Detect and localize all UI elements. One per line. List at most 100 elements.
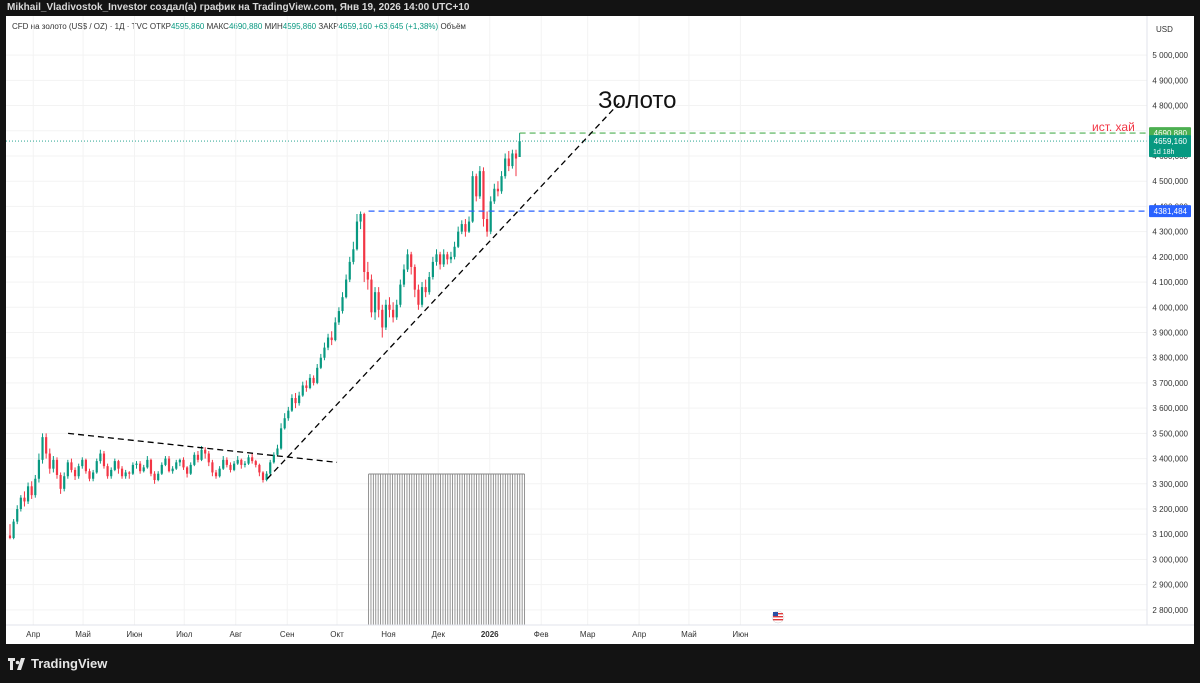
price-tick-label: 3 800,000 — [1152, 354, 1188, 363]
candle-body — [157, 473, 160, 481]
candle-body — [160, 464, 163, 474]
chart-area[interactable] — [6, 16, 1194, 644]
time-tick-label: Дек — [432, 630, 446, 639]
tradingview-logo[interactable]: TradingView — [8, 656, 107, 671]
time-tick-label: Ноя — [381, 630, 396, 639]
candle-body — [453, 246, 456, 257]
time-tick-label: Май — [75, 630, 91, 639]
candle-body — [500, 176, 503, 192]
candle-body — [102, 453, 106, 467]
close-label: ЗАКР — [318, 22, 339, 31]
candle-body — [70, 462, 73, 470]
candle-body — [131, 464, 134, 474]
candle-body — [34, 478, 37, 496]
candle-body — [330, 337, 333, 341]
candle-body — [48, 453, 51, 469]
candle-body — [392, 309, 395, 318]
price-badge-label: 4659,160 — [1154, 137, 1188, 146]
candle-body — [99, 453, 102, 462]
candle-body — [182, 459, 185, 468]
candle-body — [489, 201, 492, 232]
volume-pattern — [368, 473, 526, 625]
symbol-name[interactable]: CFD на золото (US$ / OZ) · 1Д · TVC — [12, 22, 148, 31]
price-badge-support — [1149, 205, 1191, 218]
time-tick-label: Апр — [632, 630, 647, 639]
candle-body — [66, 462, 69, 477]
close-value: 4659,160 — [338, 22, 372, 31]
candle-body — [16, 509, 19, 522]
candle-body — [316, 367, 319, 383]
candle-body — [345, 279, 348, 298]
time-tick-label: Авг — [230, 630, 243, 639]
candle-body — [493, 188, 496, 202]
candle-body — [258, 464, 261, 473]
time-tick-label: Сен — [280, 630, 295, 639]
time-tick-label: Мар — [580, 630, 596, 639]
candle-body — [153, 473, 156, 481]
price-tick-label: 3 100,000 — [1152, 530, 1188, 539]
candle-body — [186, 467, 189, 474]
candle-body — [251, 457, 254, 462]
candle-body — [507, 158, 510, 167]
candle-body — [298, 395, 301, 404]
attribution-bar: Mikhail_Vladivostok_Investor создал(а) г… — [0, 0, 1200, 16]
currency-label: USD — [1156, 25, 1173, 34]
volume-label[interactable]: Объём — [440, 22, 466, 31]
candle-body — [19, 497, 22, 510]
candle-body — [218, 468, 221, 477]
price-badge-label: 4381,484 — [1154, 207, 1188, 216]
candle-body — [240, 459, 243, 465]
time-tick-label: Июн — [126, 630, 142, 639]
candle-body — [45, 437, 48, 454]
candle-body — [164, 458, 167, 465]
candle-body — [471, 176, 474, 222]
candle-body — [200, 449, 203, 460]
candle-body — [464, 224, 467, 232]
candle-body — [73, 469, 77, 477]
attribution-text: Mikhail_Vladivostok_Investor создал(а) г… — [7, 2, 470, 13]
candle-body — [420, 287, 424, 305]
candle-body — [384, 304, 387, 328]
candle-body — [279, 428, 283, 449]
candle-body — [193, 454, 196, 465]
candle-body — [95, 461, 98, 473]
time-tick-label: 2026 — [481, 630, 499, 639]
price-tick-label: 3 500,000 — [1152, 429, 1188, 438]
price-tick-label: 4 200,000 — [1152, 253, 1188, 262]
price-tick-label: 3 900,000 — [1152, 329, 1188, 338]
candle-body — [175, 462, 178, 469]
open-label: ОТКР — [149, 22, 171, 31]
candle-body — [63, 476, 66, 489]
time-tick-label: Июн — [732, 630, 748, 639]
low-value: 4595,860 — [282, 22, 317, 31]
candle-body — [117, 461, 120, 469]
candle-body — [52, 459, 55, 469]
candle-body — [467, 221, 471, 232]
price-tick-label: 2 900,000 — [1152, 581, 1188, 590]
candle-body — [341, 297, 344, 312]
candle-body — [518, 141, 521, 157]
candle-body — [8, 535, 12, 539]
candle-body — [283, 418, 286, 429]
candle-body — [514, 153, 518, 159]
candle-body — [460, 224, 463, 232]
candle-body — [388, 304, 391, 310]
candle-body — [171, 468, 174, 472]
candle-body — [413, 266, 416, 290]
candle-body — [178, 459, 181, 463]
candle-body — [442, 254, 445, 265]
candle-body — [326, 337, 330, 348]
price-tick-label: 3 300,000 — [1152, 480, 1188, 489]
candle-body — [424, 287, 427, 293]
candle-body — [77, 466, 80, 477]
candle-body — [511, 153, 514, 167]
candle-body — [348, 261, 351, 280]
price-tick-label: 4 300,000 — [1152, 228, 1188, 237]
candle-body — [26, 486, 30, 502]
candle-body — [222, 459, 225, 469]
candle-body — [229, 464, 232, 470]
price-tick-label: 4 100,000 — [1152, 278, 1188, 287]
candle-body — [377, 292, 380, 310]
